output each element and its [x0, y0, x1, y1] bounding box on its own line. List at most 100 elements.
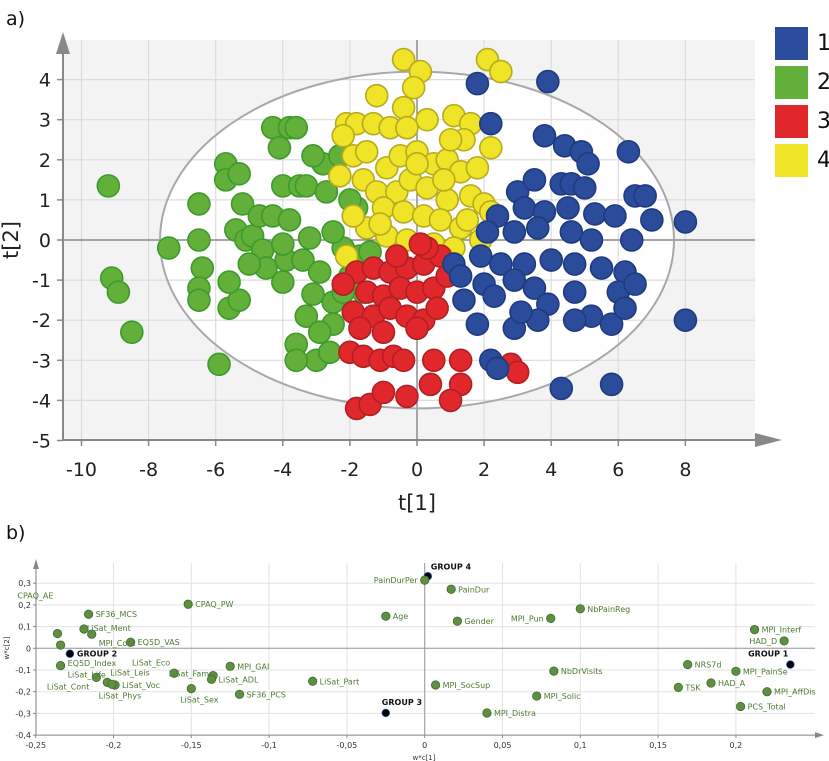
variable-point [55, 661, 66, 671]
legend-swatch [775, 105, 808, 138]
legend-label: 2 [817, 70, 829, 95]
point-group-2 [237, 252, 262, 276]
variable-point [735, 701, 746, 712]
y-axis-arrow [33, 559, 39, 569]
point-group-2 [284, 115, 309, 140]
point-group-1 [640, 208, 664, 232]
x-tick-label: -2 [340, 459, 359, 481]
point-group-1 [482, 284, 506, 308]
group-label: GROUP 4 [431, 562, 472, 571]
point-group-2 [307, 260, 332, 284]
point-group-4 [455, 208, 480, 232]
point-group-1 [623, 272, 647, 296]
y-tick-label: -2 [32, 310, 51, 332]
variable-point [183, 599, 193, 609]
point-group-4 [341, 204, 366, 228]
variable-point [52, 628, 63, 639]
variable-label: CPAQ_AE [17, 592, 53, 601]
point-group-1 [599, 312, 624, 337]
point-group-2 [314, 180, 339, 204]
variable-label: LiSat_Life [68, 671, 106, 680]
variable-label: LiSat_ADL [219, 675, 259, 684]
point-group-3 [425, 296, 449, 320]
point-group-1 [616, 139, 641, 164]
group-label: GROUP 2 [77, 650, 117, 659]
y-tick-label: -3 [32, 350, 51, 372]
point-group-2 [227, 162, 251, 186]
point-group-1 [522, 168, 547, 192]
point-group-1 [579, 228, 604, 252]
variable-label: TSK [684, 683, 701, 692]
point-group-3 [421, 348, 446, 373]
y-tick-label: -5 [32, 431, 51, 453]
variable-label: HAD_D [749, 637, 777, 646]
y-tick-label: 3 [39, 110, 51, 132]
y-tick-label: 4 [39, 70, 51, 92]
variable-label: MPI_Distra [494, 709, 536, 718]
point-group-4 [401, 75, 426, 100]
x-tick-label: -0,25 [25, 741, 46, 750]
point-group-1 [502, 268, 527, 292]
x-tick-label: -6 [206, 459, 225, 481]
variable-point [186, 684, 196, 694]
legend-swatch [775, 27, 808, 60]
legend-label: 1 [817, 31, 829, 56]
variable-label: LiSat_Sex [180, 696, 219, 705]
variable-label: MPI_AffDis [774, 688, 816, 697]
point-group-1 [468, 244, 493, 268]
point-group-4 [354, 139, 379, 164]
point-group-4 [438, 127, 463, 152]
variable-label: PCS_Total [748, 702, 786, 711]
group-point [65, 649, 75, 658]
point-group-1 [539, 248, 564, 272]
y-tick-label: -0,2 [15, 688, 31, 697]
legend-swatch [775, 144, 808, 177]
variable-label: EQ5D_VAS [138, 638, 180, 647]
point-group-1 [536, 69, 560, 94]
variable-point [575, 604, 585, 614]
point-group-3 [418, 372, 443, 397]
point-group-1 [448, 264, 473, 288]
point-group-1 [559, 220, 584, 244]
point-group-3 [408, 232, 433, 256]
variable-point [107, 679, 117, 689]
point-group-2 [294, 304, 319, 328]
variable-point [749, 625, 760, 635]
y-tick-label: 0,2 [18, 601, 31, 610]
y-tick-label: 1 [39, 190, 51, 212]
variable-point [79, 624, 89, 634]
point-group-4 [368, 212, 392, 236]
variable-point [683, 659, 693, 670]
point-group-2 [267, 135, 292, 160]
variable-label: LiSat_Cont [47, 682, 89, 691]
point-group-1 [599, 372, 624, 397]
group-point [786, 660, 795, 669]
x-tick-label: 0 [411, 459, 423, 481]
legend-label: 4 [817, 148, 829, 173]
point-group-1 [475, 220, 500, 244]
variable-label: MPI_Pun [511, 614, 544, 623]
point-group-1 [673, 308, 698, 333]
y-tick-label: -1 [32, 270, 51, 292]
variable-point [779, 636, 789, 646]
y-tick-label: -4 [32, 390, 51, 412]
point-group-2 [120, 320, 144, 345]
point-group-1 [522, 276, 547, 300]
point-group-1 [485, 356, 510, 381]
point-group-4 [489, 59, 513, 84]
variable-point [420, 575, 430, 585]
x-tick-label: 4 [545, 459, 557, 481]
y-tick-label: -0,4 [15, 731, 31, 740]
point-group-1 [509, 300, 533, 324]
point-group-1 [603, 204, 627, 228]
point-group-1 [479, 111, 503, 136]
variable-point [87, 629, 97, 639]
variable-label: MPI_PainSe [743, 667, 788, 676]
point-group-1 [525, 216, 550, 240]
group-label: GROUP 1 [748, 650, 789, 659]
variable-label: MPI_Solic [544, 692, 581, 701]
point-group-1 [589, 256, 614, 280]
point-group-2 [207, 352, 231, 377]
variable-point [532, 691, 542, 701]
variable-label: LiSat_Voc [122, 681, 160, 690]
